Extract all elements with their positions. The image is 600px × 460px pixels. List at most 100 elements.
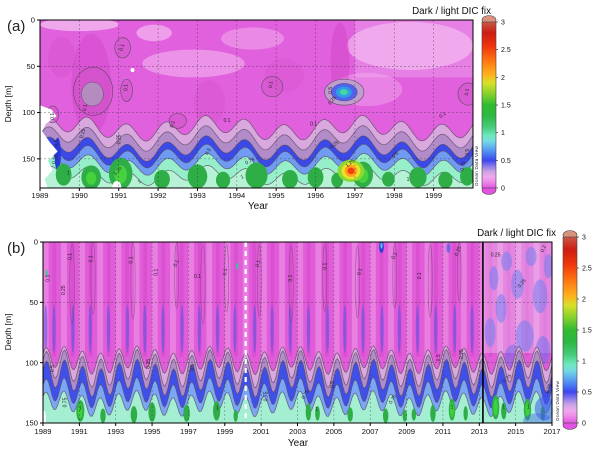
- colorbar-tick-label: 0: [582, 421, 586, 428]
- panel-b-label: (b): [7, 240, 25, 257]
- colorbar-tick-label: 0.5: [501, 158, 511, 165]
- x-tick-label: 2015: [507, 427, 524, 436]
- x-tick-label: 1995: [144, 427, 161, 436]
- colorbar-tick-label: 3: [582, 235, 586, 242]
- colorbar-tick-label: 2.5: [582, 266, 592, 273]
- colorbar: [481, 21, 497, 189]
- y-tick-label: 100: [25, 358, 38, 367]
- contour-label: 0.5: [465, 149, 471, 156]
- x-tick-label: 2011: [435, 427, 451, 436]
- contour-label: 0.1: [154, 268, 160, 275]
- contour-label: 1.25: [113, 165, 124, 176]
- contour-label: 1: [315, 407, 318, 413]
- contour-label: 0.25: [454, 246, 463, 257]
- contour-label: 0.25: [517, 278, 528, 289]
- ocean-data-view-watermark: Ocean Data View: [474, 146, 479, 187]
- contour-label: 0.1: [88, 255, 94, 262]
- panel-b-title: Dark / light DIC fix: [477, 228, 556, 239]
- y-tick-label: 50: [30, 298, 38, 307]
- contour-label: 0.1: [50, 113, 56, 120]
- contour-label: 0.25: [61, 285, 67, 295]
- contour-label: 0.1: [45, 275, 51, 282]
- contour-label: 0.25: [327, 95, 338, 106]
- contour-label: 0.25: [117, 134, 123, 144]
- x-axis-label: Year: [248, 201, 269, 212]
- x-tick-label: 2013: [471, 427, 488, 436]
- x-tick-label: 1997: [180, 427, 197, 436]
- x-tick-label: 1994: [228, 191, 245, 200]
- contour-label: 0.1: [224, 118, 231, 124]
- panel-a-plot-area: 0.10.10.1 0.10.10.10.10.10.10.10.250.250.…: [40, 20, 473, 188]
- contour-label: 0.75: [244, 157, 256, 167]
- contour-label: 1: [240, 174, 245, 181]
- contour-label: 0.5: [436, 354, 442, 361]
- x-tick-label: 2003: [289, 427, 306, 436]
- y-tick-label: 150: [25, 419, 38, 428]
- contour-label: 1: [502, 405, 505, 411]
- x-tick-label: 1989: [35, 427, 52, 436]
- contour-label: 1: [407, 177, 410, 183]
- contour-label: 0.1: [390, 251, 399, 260]
- panel-a-title: Dark / light DIC fix: [412, 6, 491, 17]
- colorbar-tick-label: 2: [582, 297, 586, 304]
- y-tick-label: 0: [34, 238, 38, 247]
- contour-label: 0.75: [63, 397, 69, 407]
- contour-label: 1: [79, 406, 82, 412]
- colorbar-tick-label: 2.5: [501, 47, 511, 54]
- panel-a-border: [39, 19, 474, 189]
- contour-label: 0.2: [540, 244, 548, 253]
- contour-label: 0.1: [288, 275, 294, 282]
- contour-label: 0.1: [222, 268, 229, 276]
- contour-label: 0.1: [323, 262, 329, 269]
- contour-label: 0.25: [491, 252, 501, 258]
- contour-label: 1: [451, 405, 454, 411]
- contour-label: 0.5: [204, 147, 213, 156]
- contour-label: 0.25: [146, 359, 152, 369]
- colorbar-tick-label: 0: [501, 186, 505, 193]
- contour-label: 0.1: [255, 259, 262, 267]
- colorbar-tick-label: 0.5: [582, 390, 592, 397]
- x-tick-label: 1993: [189, 191, 206, 200]
- ocean-data-view-watermark: Ocean Data View: [555, 381, 560, 422]
- x-tick-label: 2005: [325, 427, 342, 436]
- colorbar-tick-label: 1: [582, 359, 586, 366]
- x-tick-label: 1999: [216, 427, 233, 436]
- contour-label: 0.5: [328, 87, 334, 94]
- contour-label: 0.1: [128, 256, 134, 263]
- contour-label: 0.75: [51, 154, 59, 165]
- contour-label: 0.75: [388, 394, 398, 406]
- contour-label: 1: [527, 405, 530, 411]
- colorbar-tick-label: 1.5: [501, 103, 511, 110]
- contour-label: 0.1: [194, 274, 201, 280]
- x-tick-label: 1995: [268, 191, 285, 200]
- x-tick-label: 1999: [425, 191, 442, 200]
- colorbar-tick-label: 1.5: [582, 328, 592, 335]
- contour-label: 0.1: [68, 253, 74, 260]
- contour-label: 1: [216, 406, 219, 412]
- y-axis-label: Depth [m]: [3, 86, 13, 123]
- contour-label: 0.1: [464, 88, 471, 96]
- contour-label: 0.25: [79, 128, 87, 139]
- x-tick-label: 1989: [32, 191, 49, 200]
- contour-label: 0.5: [50, 365, 56, 372]
- contour-label: 0.1: [310, 122, 317, 128]
- x-tick-label: 1990: [71, 191, 88, 200]
- contour-label: 1.25: [345, 158, 356, 169]
- x-tick-label: 1992: [150, 191, 167, 200]
- contour-label: 0.75: [301, 389, 311, 401]
- x-tick-label: 1991: [71, 427, 88, 436]
- contour-label: 0.1: [123, 84, 129, 91]
- colorbar-tick-label: 1: [501, 130, 505, 137]
- contour-label: 0.25: [459, 349, 465, 359]
- contour-label: 0.1: [173, 259, 181, 268]
- contour-label: 1: [67, 171, 70, 177]
- contour-label: 0.1: [356, 268, 364, 276]
- x-tick-label: 2009: [398, 427, 415, 436]
- x-tick-label: 1993: [107, 427, 124, 436]
- contour-label: 0.5: [391, 151, 400, 160]
- contour-label: 0.75: [545, 383, 554, 394]
- x-tick-label: 2017: [544, 427, 561, 436]
- contour-label: 0.5: [190, 364, 196, 371]
- x-tick-label: 1991: [110, 191, 127, 200]
